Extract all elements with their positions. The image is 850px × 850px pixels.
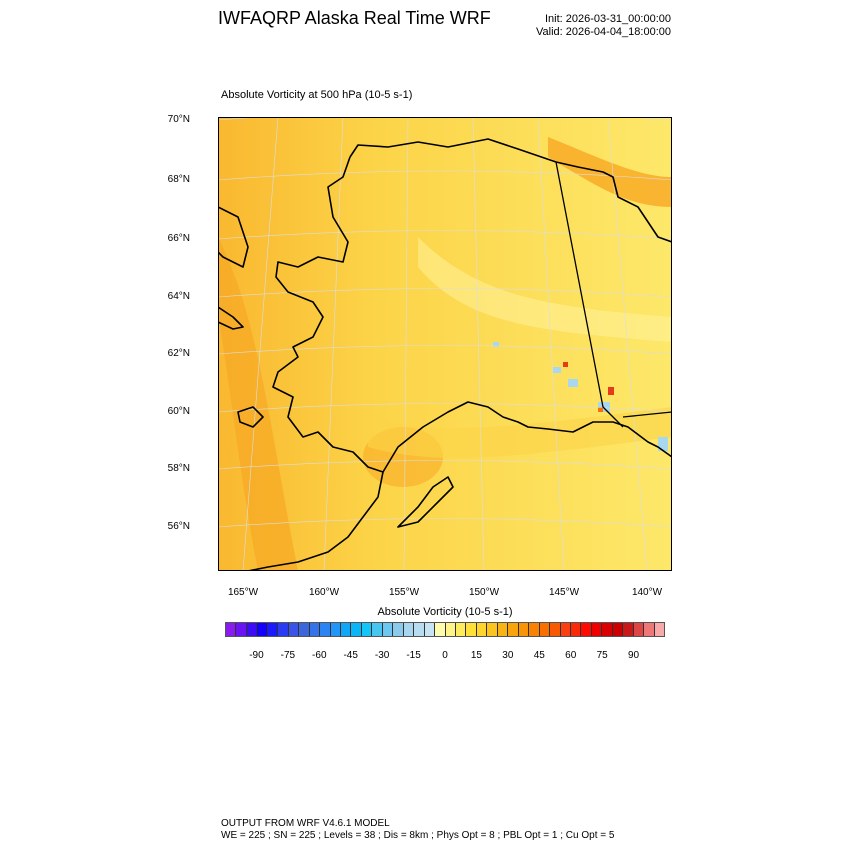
colorbar-box <box>654 623 665 636</box>
colorbar-box <box>414 623 425 636</box>
lon-label: 150°W <box>468 587 500 598</box>
colorbar-label: 0 <box>442 650 448 661</box>
graticule <box>218 117 672 571</box>
colorbar-box <box>497 623 509 636</box>
colorbar-box <box>476 623 488 636</box>
lat-label: 66°N <box>167 233 190 244</box>
colorbar <box>225 622 665 637</box>
colorbar-label: 15 <box>470 650 482 661</box>
colorbar-box <box>581 623 592 636</box>
colorbar-label: -75 <box>280 650 296 661</box>
colorbar-box <box>299 623 310 636</box>
colorbar-label: 60 <box>565 650 577 661</box>
colorbar-box <box>393 623 404 636</box>
border-bc-yukon <box>622 411 672 418</box>
colorbar-label: -45 <box>343 650 358 661</box>
lon-label: 155°W <box>388 587 420 598</box>
map-frame <box>218 117 672 571</box>
colorbar-box <box>236 623 247 636</box>
colorbar-box <box>560 623 571 636</box>
colorbar-box <box>257 623 268 636</box>
colorbar-label: 30 <box>502 650 514 661</box>
colorbar-box <box>644 623 655 636</box>
colorbar-box <box>403 623 415 636</box>
colorbar-box <box>320 623 331 636</box>
colorbar-label: 75 <box>596 650 608 661</box>
colorbar-box <box>570 623 582 636</box>
colorbar-box <box>435 623 446 636</box>
colorbar-box <box>246 623 258 636</box>
colorbar-box <box>508 623 519 636</box>
colorbar-box <box>267 623 279 636</box>
lat-label: 68°N <box>167 174 190 185</box>
lat-label: 58°N <box>167 463 190 474</box>
colorbar-box <box>424 623 436 636</box>
colorbar-box <box>623 623 634 636</box>
page-title: IWFAQRP Alaska Real Time WRF <box>218 8 491 28</box>
colorbar-box <box>591 623 603 636</box>
colorbar-label: 90 <box>628 650 640 661</box>
colorbar-label: -60 <box>312 650 327 661</box>
colorbar-box <box>550 623 561 636</box>
lon-label: 140°W <box>631 587 663 598</box>
colorbar-box <box>226 623 237 636</box>
colorbar-label: 45 <box>533 650 545 661</box>
colorbar-box <box>612 623 624 636</box>
lon-label: 160°W <box>308 587 340 598</box>
colorbar-title: Absolute Vorticity (10-5 s-1) <box>377 606 513 618</box>
lat-label: 70°N <box>167 114 190 125</box>
vorticity-band-north <box>548 137 672 207</box>
valid-time: Valid: 2026-04-04_18:00:00 <box>536 26 671 38</box>
colorbar-box <box>487 623 498 636</box>
colorbar-box <box>466 623 477 636</box>
colorbar-box <box>633 623 645 636</box>
colorbar-box <box>455 623 467 636</box>
negative-vorticity-patches <box>493 342 668 451</box>
footer: OUTPUT FROM WRF V4.6.1 MODEL WE = 225 ; … <box>221 818 614 842</box>
plot-subtitle: Absolute Vorticity at 500 hPa (10-5 s-1) <box>221 89 413 101</box>
colorbar-label: -15 <box>406 650 421 661</box>
vorticity-band-gulf <box>368 407 672 458</box>
init-time: Init: 2026-03-31_00:00:00 <box>545 13 671 25</box>
colorbar-label: -30 <box>374 650 390 661</box>
lat-label: 56°N <box>167 521 190 532</box>
vorticity-max-patches <box>563 362 614 412</box>
lat-label: 62°N <box>167 348 190 359</box>
colorbar-box <box>539 623 551 636</box>
colorbar-box <box>351 623 362 636</box>
colorbar-box <box>340 623 352 636</box>
colorbar-box <box>372 623 383 636</box>
colorbar-label: -90 <box>249 650 264 661</box>
lon-label: 165°W <box>227 587 259 598</box>
vorticity-band-west <box>218 237 298 571</box>
vorticity-map <box>218 117 672 571</box>
colorbar-box <box>602 623 613 636</box>
footer-config: WE = 225 ; SN = 225 ; Levels = 38 ; Dis … <box>221 830 615 841</box>
vorticity-low-band <box>418 237 672 342</box>
lat-label: 64°N <box>167 291 190 302</box>
colorbar-box <box>529 623 540 636</box>
colorbar-box <box>288 623 300 636</box>
colorbar-box <box>330 623 341 636</box>
lon-label: 145°W <box>548 587 580 598</box>
colorbar-box <box>361 623 373 636</box>
footer-model: OUTPUT FROM WRF V4.6.1 MODEL <box>221 818 390 829</box>
colorbar-box <box>382 623 394 636</box>
lat-label: 60°N <box>167 406 190 417</box>
run-times: Init: 2026-03-31_00:00:00 Valid: 2026-04… <box>536 13 671 39</box>
colorbar-box <box>309 623 321 636</box>
colorbar-box <box>278 623 289 636</box>
colorbar-box <box>445 623 456 636</box>
colorbar-box <box>518 623 530 636</box>
border-alaska-canada <box>555 161 624 428</box>
